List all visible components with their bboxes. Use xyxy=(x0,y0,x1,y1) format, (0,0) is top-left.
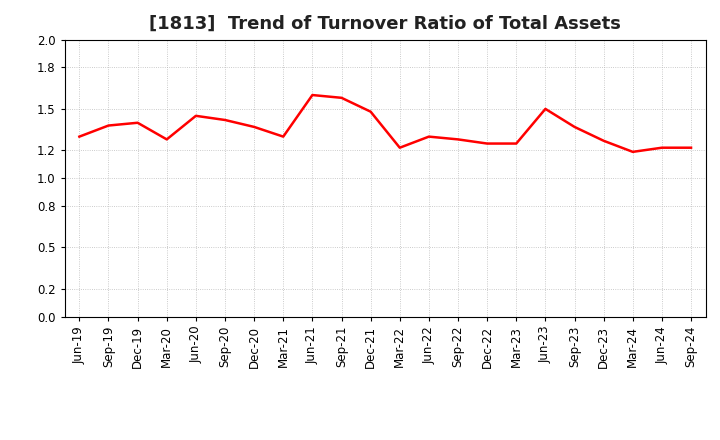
Title: [1813]  Trend of Turnover Ratio of Total Assets: [1813] Trend of Turnover Ratio of Total … xyxy=(149,15,621,33)
